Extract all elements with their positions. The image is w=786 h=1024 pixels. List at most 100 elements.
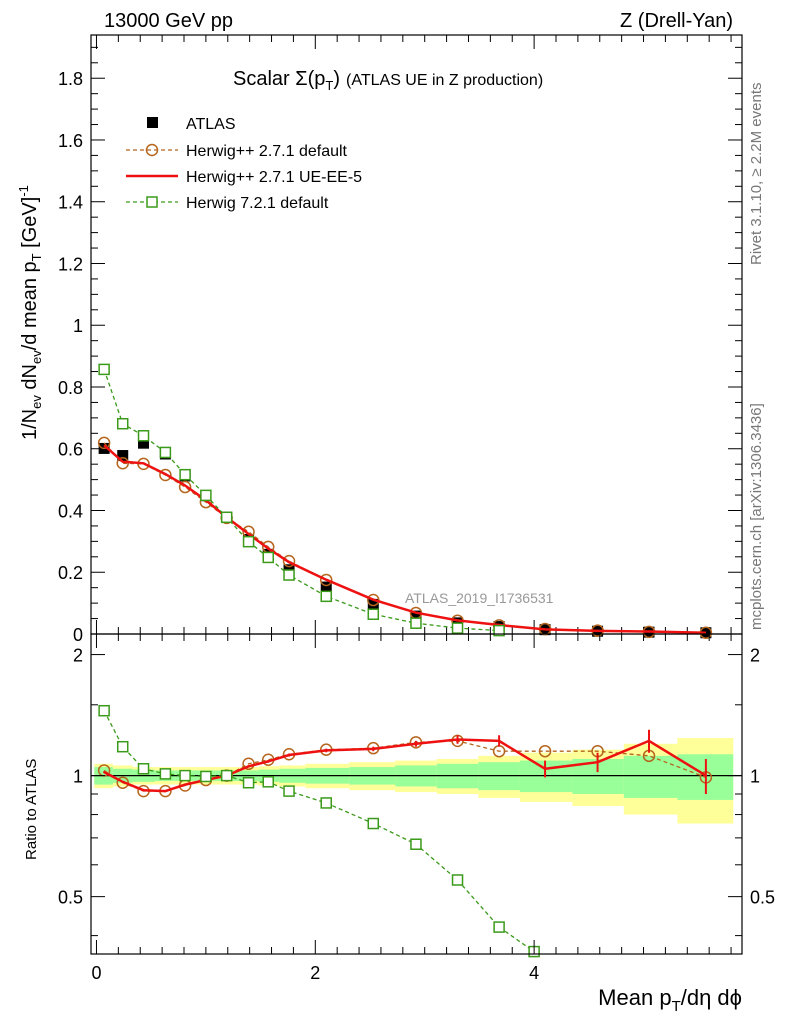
- main-herwig7-default-point: [98, 363, 110, 376]
- ratio-herwig7-default-point: [262, 776, 274, 788]
- main-herwig7-default-point: [242, 535, 255, 548]
- xlabel-part-a: Mean p: [598, 985, 671, 1010]
- main-y-tick-label: 0.8: [58, 378, 83, 398]
- main-herwig7-default-point: [320, 590, 332, 603]
- main-herwig7-default-point: [283, 569, 295, 581]
- ratio-herwig7-default-point: [242, 776, 255, 789]
- main-herwig7-default-point: [159, 446, 172, 459]
- legend-herwig7-marker: [146, 196, 158, 208]
- ratio-y-tick-label-right: 1: [750, 767, 760, 787]
- main-herwigpp-default-point: [178, 480, 192, 494]
- main-herwigpp-default-point: [97, 436, 111, 450]
- mcplots-label: mcplots.cern.ch [arXiv:1306.3436]: [748, 403, 765, 630]
- ratio-y-tick-label-right: 2: [750, 646, 760, 666]
- ylabel-part-b-sub: ev: [29, 350, 44, 364]
- ratio-herwig7-default-point: [98, 704, 110, 717]
- main-y-ticks: 0 0.2 0.4 0.6 0.8 1 1.2 1.4 1.6 1.8: [58, 46, 742, 645]
- main-herwigpp-default-point: [367, 593, 380, 607]
- main-herwig7-default-point: [116, 417, 129, 430]
- main-series: [97, 363, 713, 640]
- ratio-y-tick-label-right: 0.5: [750, 888, 775, 908]
- main-y-tick-label: 0: [73, 625, 83, 645]
- ylabel-part-d-sup: -1: [16, 185, 31, 197]
- ylabel-part-c: /d mean p: [19, 261, 41, 350]
- ratio-y-tick-label: 1: [73, 767, 83, 787]
- ylabel-part-a-sub: ev: [29, 395, 44, 409]
- ratio-herwig7-default-point: [493, 921, 505, 933]
- watermark: ATLAS_2019_I1736531: [405, 590, 554, 606]
- main-herwig7-default-point: [367, 608, 380, 620]
- ratio-herwig7-default-point: [451, 874, 464, 886]
- xlabel-part-b: /dη dϕ: [681, 985, 742, 1010]
- green-band-bin: [623, 755, 678, 798]
- ratio-herwig7-default-point: [410, 838, 422, 850]
- legend-herwig7-label: Herwig 7.2.1 default: [186, 195, 329, 212]
- main-y-tick-label: 0.2: [58, 563, 83, 583]
- legend: ATLAS Herwig++ 2.7.1 default Herwig++ 2.…: [126, 116, 362, 212]
- legend-herwigpp-ueee5-label: Herwig++ 2.7.1 UE-EE-5: [186, 169, 362, 186]
- ratio-y-ticks: 0.5 0.5 1 1 2 2: [58, 646, 775, 937]
- legend-herwigpp-default-marker: [145, 143, 159, 157]
- ratio-series: [97, 704, 713, 958]
- main-y-tick-label: 0.6: [58, 440, 83, 460]
- process-label: Z (Drell-Yan): [620, 10, 733, 32]
- main-y-tick-label: 1: [73, 316, 83, 336]
- legend-atlas-label: ATLAS: [186, 116, 236, 133]
- ratio-y-axis-label: Ratio to ATLAS: [23, 759, 40, 860]
- ylabel-part-c-sub: T: [29, 253, 44, 261]
- ratio-herwig7-default-line: [103, 710, 535, 953]
- ratio-herwig7-default-point: [367, 817, 380, 830]
- ratio-y-tick-label: 0.5: [58, 888, 83, 908]
- x-tick-label: 4: [529, 963, 539, 983]
- ratio-herwigpp-default-point: [538, 744, 552, 758]
- main-herwig7-default-point: [179, 468, 191, 481]
- ratio-herwig7-default-point: [159, 768, 172, 780]
- main-herwig7-default-point: [493, 624, 505, 637]
- main-herwig7-default-point: [200, 489, 212, 502]
- ratio-panel: 0.5 0.5 1 1 2 2 0 2 4 Ratio to ATLAS Mean pT/dη…: [23, 633, 775, 1015]
- main-herwigpp-ueee5-line: [103, 444, 706, 635]
- ylabel-part-d: [GeV]: [19, 197, 41, 254]
- x-tick-label: 2: [310, 963, 320, 983]
- plot-title-rest: (ATLAS UE in Z production): [346, 72, 543, 89]
- plot-title: Scalar Σ(pT) (ATLAS UE in Z production): [233, 68, 543, 93]
- plot-title-main: Scalar Σ(p: [233, 68, 325, 90]
- ratio-herwig7-default-point: [283, 785, 295, 797]
- x-tick-label: 0: [91, 963, 101, 983]
- plot-title-close: ): [333, 68, 340, 90]
- main-herwig7-default-point: [220, 511, 233, 524]
- plot-title-sub: T: [325, 78, 333, 93]
- ratio-y-tick-label: 2: [73, 646, 83, 666]
- main-y-tick-label: 0.4: [58, 501, 83, 521]
- main-y-tick-label: 1.8: [58, 69, 83, 89]
- main-herwig7-default-point: [451, 622, 464, 634]
- atlas-data-point: [410, 610, 422, 622]
- main-y-tick-label: 1.6: [58, 131, 83, 151]
- xlabel-part-a-sub: T: [672, 998, 681, 1015]
- ratio-herwig7-default-point: [116, 740, 129, 753]
- ratio-herwig7-default-point: [137, 763, 150, 775]
- main-herwig7-default-point: [410, 617, 422, 629]
- main-herwig7-default-point: [262, 551, 274, 564]
- x-axis-label: Mean pT/dη dϕ: [598, 985, 742, 1015]
- main-y-tick-label: 1.4: [58, 193, 83, 213]
- rivet-label: Rivet 3.1.10, ≥ 2.2M events: [748, 83, 765, 266]
- ylabel-part-a: 1/N: [19, 409, 41, 440]
- legend-atlas-marker: [147, 117, 158, 128]
- main-herwigpp-default-point: [282, 554, 296, 568]
- energy-label: 13000 GeV pp: [104, 10, 233, 32]
- main-herwig7-default-point: [137, 430, 150, 442]
- ratio-herwig7-default-point: [179, 769, 191, 782]
- main-herwigpp-default-point: [159, 468, 172, 482]
- ratio-herwig7-default-point: [220, 769, 233, 782]
- atlas-data-point: [320, 581, 332, 593]
- atlas-data-point: [367, 598, 379, 610]
- ratio-x-ticks: 0 2 4: [91, 634, 732, 983]
- atlas-data-point: [117, 450, 129, 462]
- ratio-herwig7-default-point: [320, 797, 332, 809]
- ratio-herwig7-default-point: [200, 770, 212, 783]
- main-panel: 0 0.2 0.4 0.6 0.8 1 1.2 1.4 1.6 1.8 ATLAS_2019_I1…: [16, 34, 743, 645]
- main-y-axis-label: 1/Nev dNev/d mean pT [GeV]-1: [16, 185, 44, 440]
- ylabel-part-b: dN: [19, 364, 41, 395]
